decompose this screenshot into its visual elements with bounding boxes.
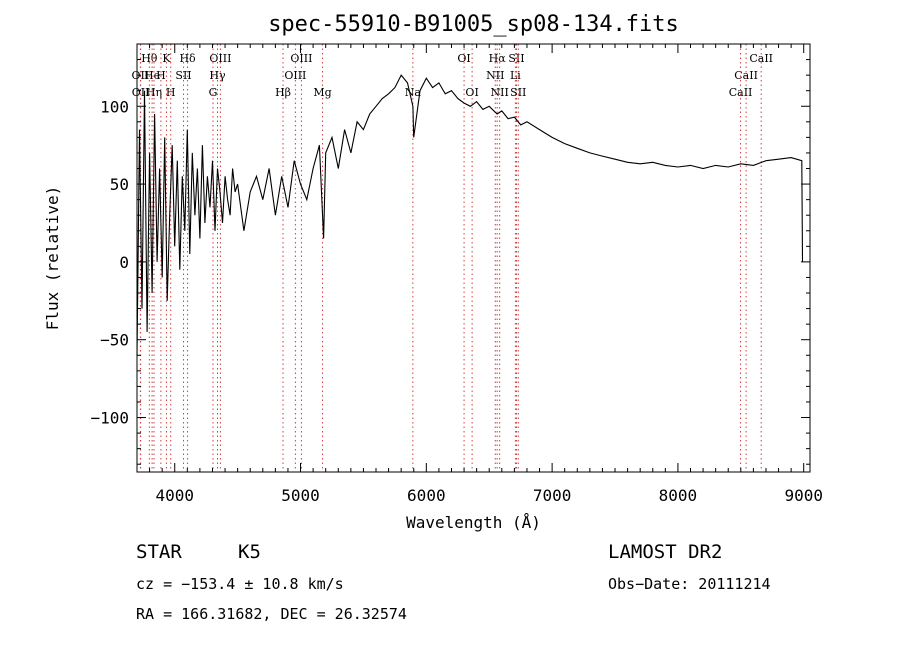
marker-label: OIII <box>290 52 312 65</box>
y-tick-label: 50 <box>110 175 129 194</box>
marker-label: OIII <box>284 69 306 82</box>
plot-frame <box>136 43 811 473</box>
marker-label: OIII <box>209 52 231 65</box>
marker-label: NII <box>491 86 509 99</box>
spectrum-line <box>136 74 804 356</box>
object-class: STAR <box>136 541 182 563</box>
x-tick-label: 9000 <box>784 486 823 505</box>
y-axis-label: Flux (relative) <box>43 186 62 331</box>
marker-label: Mg <box>313 86 331 99</box>
marker-label: Hθ <box>141 52 158 65</box>
marker-label: Li <box>510 69 521 82</box>
marker-label: Hβ <box>275 86 291 99</box>
y-tick-label: −100 <box>90 409 129 428</box>
y-tick-label: −50 <box>100 331 129 350</box>
y-tick-label: 0 <box>119 253 129 272</box>
y-tick-label: 100 <box>100 97 129 116</box>
x-tick-label: 6000 <box>407 486 446 505</box>
marker-label: Hγ <box>209 69 226 82</box>
x-tick-label: 4000 <box>155 486 194 505</box>
marker-label: NII <box>486 69 504 82</box>
marker-label: Hα <box>489 52 507 65</box>
marker-label: Hη <box>146 86 162 99</box>
marker-label: OI <box>465 86 478 99</box>
x-axis-label: Wavelength (Å) <box>406 513 541 532</box>
object-subclass: K5 <box>238 541 261 563</box>
x-tick-label: 8000 <box>659 486 698 505</box>
marker-label: CaII <box>729 86 753 99</box>
marker-label: He <box>144 69 160 82</box>
marker-label: H <box>156 69 166 82</box>
marker-label: CaII <box>749 52 773 65</box>
obs-date-label: Obs−Date: 20111214 <box>608 575 771 593</box>
x-tick-label: 7000 <box>533 486 572 505</box>
marker-label: SII <box>175 69 191 82</box>
marker-label: G <box>209 86 218 99</box>
redshift-label: cz = −153.4 ± 10.8 km/s <box>136 575 344 593</box>
marker-label: Hδ <box>179 52 196 65</box>
chart-title: spec-55910-B91005_sp08-134.fits <box>268 12 679 37</box>
coordinates-label: RA = 166.31682, DEC = 26.32574 <box>136 605 407 623</box>
marker-label: CaII <box>734 69 758 82</box>
x-tick-label: 5000 <box>281 486 320 505</box>
marker-label: SII <box>508 52 524 65</box>
marker-label: K <box>162 52 171 65</box>
marker-label: H <box>166 86 176 99</box>
survey-label: LAMOST DR2 <box>608 541 723 563</box>
marker-label: OI <box>457 52 470 65</box>
marker-label: SII <box>510 86 526 99</box>
